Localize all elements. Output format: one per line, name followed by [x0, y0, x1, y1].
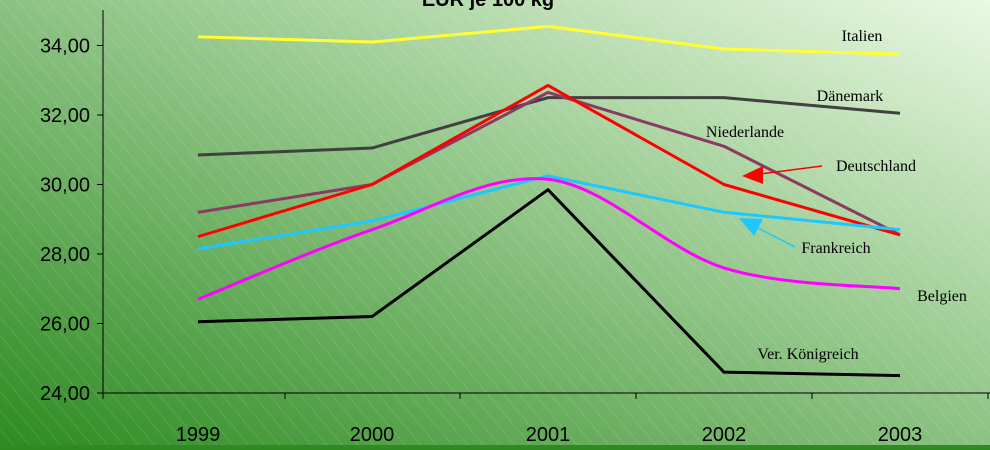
- series-label-niederlande: Niederlande: [706, 124, 784, 141]
- x-tick-label: 2001: [526, 424, 571, 445]
- series-labels: Italien Dänemark Niederlande Deutschland Fra…: [706, 28, 967, 363]
- series-line-ver-königreich: [197, 188, 901, 378]
- series-label-dänemark: Dänemark: [817, 88, 884, 105]
- series-label-ver-königreich: Ver. Königreich: [757, 346, 858, 363]
- x-tick-label: 2003: [878, 424, 923, 445]
- x-tick-label: 2000: [350, 424, 395, 445]
- series-lines: [197, 24, 901, 378]
- deutschland-callout-line: [759, 165, 823, 175]
- x-tick-label: 1999: [176, 424, 221, 445]
- y-tick-label: 24,00: [40, 383, 90, 405]
- series-label-belgien: Belgien: [917, 288, 967, 305]
- label-callouts: [739, 165, 823, 248]
- y-tick-label: 32,00: [40, 105, 90, 127]
- series-line-italien: [197, 24, 901, 56]
- y-tick-label: 30,00: [40, 175, 90, 197]
- series-label-deutschland: Deutschland: [836, 158, 916, 175]
- series-line-belgien: [197, 177, 901, 301]
- chart-title: EUR je 100 kg: [422, 0, 554, 11]
- frankreich-callout-line: [757, 227, 796, 248]
- series-label-frankreich: Frankreich: [801, 240, 870, 257]
- deutschland-callout-arrowhead: [742, 166, 763, 184]
- x-tick-label: 2002: [702, 424, 747, 445]
- series-line-niederlande: [197, 90, 901, 237]
- series-label-italien: Italien: [842, 28, 883, 45]
- y-tick-label: 28,00: [40, 244, 90, 266]
- series-line-dänemark: [197, 96, 901, 157]
- series-line-frankreich: [197, 174, 901, 251]
- y-tick-label: 26,00: [40, 314, 90, 336]
- frankreich-callout-arrowhead: [739, 218, 763, 236]
- axes: 24,00 26,00 28,00 30,00 32,00 34,00 1999 2000 20…: [40, 10, 990, 446]
- y-tick-label: 34,00: [40, 36, 90, 58]
- series-line-deutschland: [197, 83, 901, 239]
